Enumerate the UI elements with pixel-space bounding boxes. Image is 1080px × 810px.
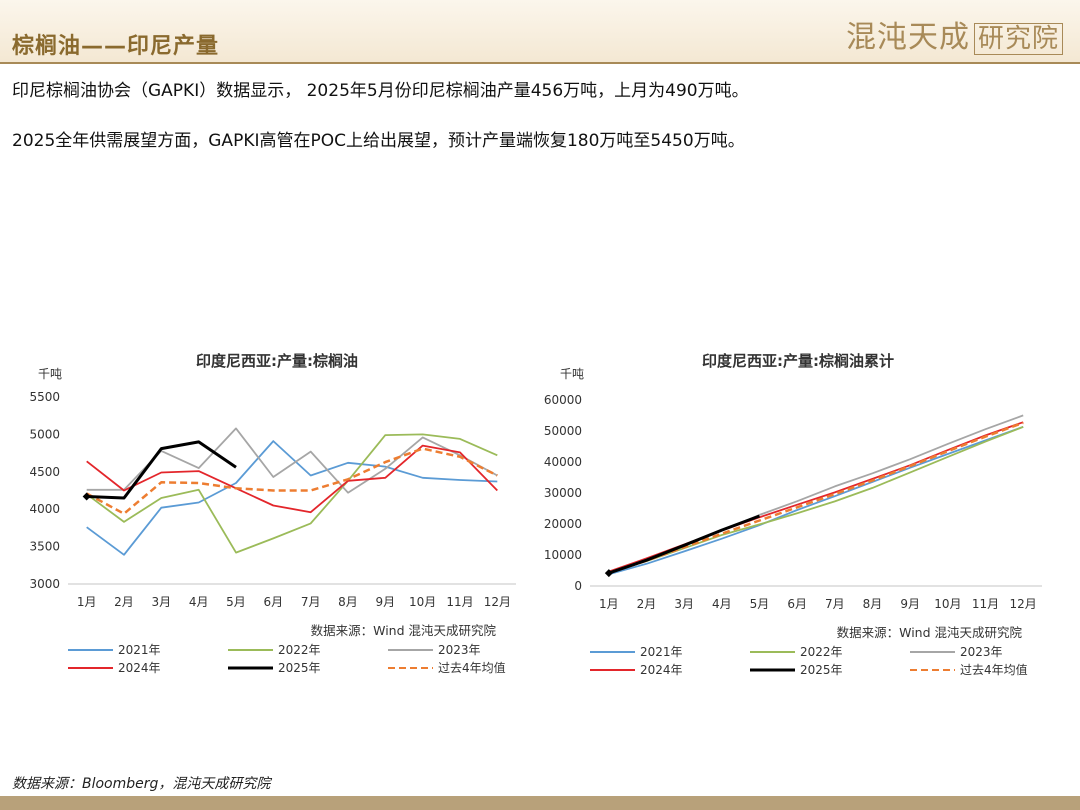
series-line-0 [86, 440, 498, 556]
x-tick-label: 5月 [750, 597, 770, 611]
legend-label: 2025年 [800, 663, 843, 677]
header-band [0, 0, 1080, 62]
y-tick-label: 40000 [544, 455, 582, 469]
x-tick-label: 12月 [1010, 597, 1037, 611]
series-line-1 [86, 433, 498, 554]
x-tick-label: 2月 [637, 597, 657, 611]
header-divider [0, 62, 1080, 64]
chart-source-note: 数据来源：Wind 混沌天成研究院 [311, 623, 497, 638]
y-tick-label: 60000 [544, 393, 582, 407]
legend-label: 2021年 [640, 645, 683, 659]
legend-label: 2021年 [118, 643, 161, 657]
chart-source-note: 数据来源：Wind 混沌天成研究院 [837, 625, 1023, 640]
x-tick-label: 9月 [900, 597, 920, 611]
y-tick-label: 10000 [544, 548, 582, 562]
y-tick-label: 4000 [29, 502, 60, 516]
y-tick-label: 30000 [544, 486, 582, 500]
x-tick-label: 1月 [599, 597, 619, 611]
y-tick-label: 4500 [29, 465, 60, 479]
summary-paragraph-1: 印尼棕榈油协会（GAPKI）数据显示， 2025年5月份印尼棕榈油产量456万吨… [12, 81, 749, 101]
footer-band [0, 796, 1080, 810]
chart-cumulative-production: 印度尼西亚:产量:棕榈油累计千吨 0 10000 20000 30000 40000 500… [540, 340, 1060, 689]
logo-main-text: 混沌天成 [846, 20, 970, 55]
x-tick-label: 7月 [301, 595, 321, 609]
x-tick-label: 8月 [338, 595, 358, 609]
x-tick-label: 10月 [934, 597, 961, 611]
legend-label: 2024年 [640, 663, 683, 677]
y-tick-label: 0 [574, 579, 582, 593]
y-tick-label: 50000 [544, 424, 582, 438]
series-line-2 [86, 427, 498, 494]
y-axis-unit-label: 千吨 [560, 367, 584, 381]
series-line-5 [608, 421, 1024, 575]
y-tick-label: 5000 [29, 427, 60, 441]
logo-boxed-text: 研究院 [974, 23, 1064, 55]
legend-label: 过去4年均值 [438, 660, 506, 675]
x-tick-label: 11月 [446, 595, 473, 609]
footer-source: 数据来源：Bloomberg，混沌天成研究院 [12, 776, 271, 792]
legend-label: 2024年 [118, 661, 161, 675]
x-tick-label: 4月 [189, 595, 209, 609]
series-line-4 [86, 440, 237, 500]
series-2025-start-marker [82, 492, 91, 501]
legend-label: 2023年 [960, 645, 1003, 659]
y-tick-label: 5500 [29, 390, 60, 404]
y-tick-label: 3000 [29, 577, 60, 591]
y-tick-label: 3500 [29, 540, 60, 554]
y-tick-label: 20000 [544, 517, 582, 531]
x-tick-label: 6月 [264, 595, 284, 609]
series-line-3 [86, 444, 498, 514]
x-tick-label: 4月 [712, 597, 732, 611]
legend-label: 2022年 [800, 645, 843, 659]
series-2025-start-marker [604, 569, 613, 578]
x-tick-label: 6月 [787, 597, 807, 611]
y-axis-unit-label: 千吨 [38, 367, 62, 381]
page-title: 棕榈油——印尼产量 [12, 34, 220, 59]
legend-label: 2023年 [438, 643, 481, 657]
legend-label: 2022年 [278, 643, 321, 657]
x-tick-label: 12月 [484, 595, 511, 609]
x-tick-label: 3月 [674, 597, 694, 611]
series-line-5 [86, 447, 498, 515]
x-tick-label: 7月 [825, 597, 845, 611]
x-tick-label: 2月 [114, 595, 134, 609]
x-tick-label: 9月 [376, 595, 396, 609]
chart-title: 印度尼西亚:产量:棕榈油 [196, 352, 358, 370]
x-tick-label: 1月 [77, 595, 97, 609]
x-tick-label: 5月 [226, 595, 246, 609]
summary-paragraph-2: 2025全年供需展望方面，GAPKI高管在POC上给出展望，预计产量端恢复180… [12, 131, 745, 151]
x-tick-label: 10月 [409, 595, 436, 609]
legend-label: 过去4年均值 [960, 662, 1028, 677]
chart-monthly-production: 印度尼西亚:产量:棕榈油千吨 3000 3500 4000 4500 5000 5500 1月… [20, 340, 520, 689]
legend-label: 2025年 [278, 661, 321, 675]
series-line-0 [608, 425, 1024, 576]
x-tick-label: 3月 [152, 595, 172, 609]
company-logo: 混沌天成 研究院 [846, 12, 1064, 56]
x-tick-label: 11月 [972, 597, 999, 611]
chart-title: 印度尼西亚:产量:棕榈油累计 [702, 352, 894, 370]
x-tick-label: 8月 [863, 597, 883, 611]
series-line-4 [608, 514, 761, 575]
